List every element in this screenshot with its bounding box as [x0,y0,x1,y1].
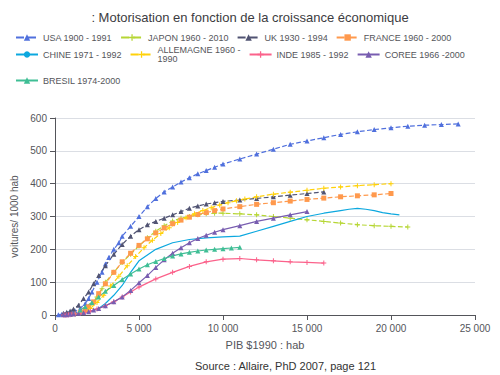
svg-text:USA 1900 - 1991: USA 1900 - 1991 [43,33,112,43]
svg-text:200: 200 [30,244,47,255]
svg-text:5 000: 5 000 [126,323,151,334]
svg-text:0: 0 [41,310,47,321]
svg-text:CHINE 1971 - 1992: CHINE 1971 - 1992 [43,50,122,60]
svg-text:UK 1930 - 1994: UK 1930 - 1994 [265,33,328,43]
svg-text:0: 0 [52,323,58,334]
svg-text:BRESIL 1974-2000: BRESIL 1974-2000 [43,76,120,86]
svg-text:600: 600 [30,113,47,124]
svg-text:500: 500 [30,145,47,156]
svg-text:FRANCE 1960 - 2000: FRANCE 1960 - 2000 [364,33,452,43]
svg-text:400: 400 [30,178,47,189]
svg-text:: Motorisation en fonction de: : Motorisation en fonction de la croissa… [91,10,408,25]
svg-text:PIB $1990 : hab: PIB $1990 : hab [226,339,305,351]
svg-text:ALLEMAGNE 1960 -: ALLEMAGNE 1960 - [157,45,241,55]
svg-text:JAPON 1960 - 2010: JAPON 1960 - 2010 [148,33,229,43]
svg-text:15 000: 15 000 [292,323,323,334]
svg-text:1990: 1990 [158,54,178,64]
svg-text:COREE 1966 -2000: COREE 1966 -2000 [385,50,465,60]
svg-text:300: 300 [30,211,47,222]
svg-text:25 000: 25 000 [460,323,491,334]
svg-text:20 000: 20 000 [376,323,407,334]
svg-text:100: 100 [30,277,47,288]
svg-text:INDE 1985 - 1992: INDE 1985 - 1992 [277,50,349,60]
svg-text:10 000: 10 000 [208,323,239,334]
svg-text:voitures/ 1000 hab: voitures/ 1000 hab [9,175,20,258]
svg-text:Source : Allaire, PhD 2007, pa: Source : Allaire, PhD 2007, page 121 [195,360,376,372]
